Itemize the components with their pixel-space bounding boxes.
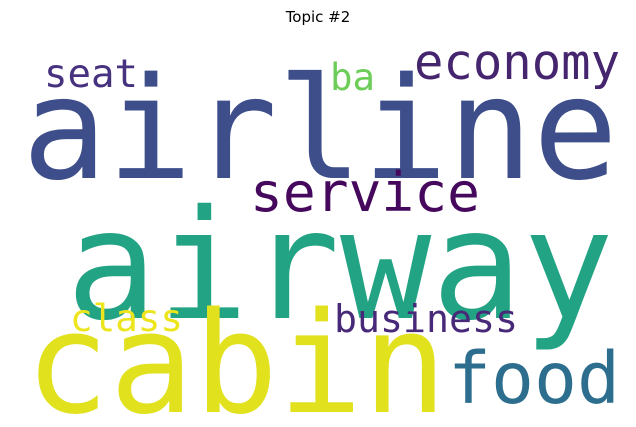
word-ba: ba xyxy=(330,55,375,99)
word-airway: airway xyxy=(66,177,614,354)
word-airline: airline xyxy=(22,48,618,212)
word-class: class xyxy=(70,296,183,340)
word-service: service xyxy=(250,160,480,224)
word-food: food xyxy=(448,337,620,420)
word-economy: economy xyxy=(414,34,620,91)
word-cabin: cabin xyxy=(25,283,447,427)
word-seat: seat xyxy=(44,52,138,97)
chart-title: Topic #2 xyxy=(285,8,351,26)
word-business: business xyxy=(334,298,518,342)
